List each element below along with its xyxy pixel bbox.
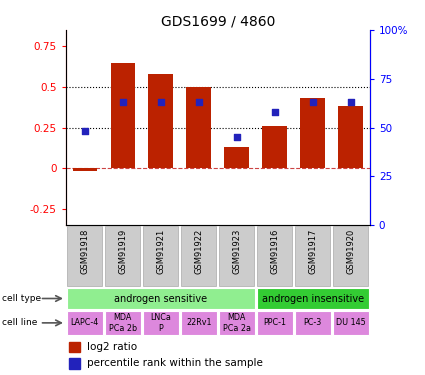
Bar xyxy=(263,126,287,168)
Bar xyxy=(218,311,255,334)
Bar xyxy=(224,147,249,168)
Text: androgen insensitive: androgen insensitive xyxy=(262,294,364,303)
Bar xyxy=(219,226,254,286)
Point xyxy=(119,99,126,105)
Bar xyxy=(332,311,369,334)
Bar xyxy=(300,98,325,168)
Bar xyxy=(295,226,330,286)
Text: GSM91919: GSM91919 xyxy=(118,229,127,274)
Text: GSM91922: GSM91922 xyxy=(194,229,203,274)
Text: MDA
PCa 2a: MDA PCa 2a xyxy=(223,313,251,333)
Bar xyxy=(148,74,173,168)
Bar xyxy=(67,311,103,334)
Bar xyxy=(143,311,179,334)
Bar xyxy=(69,342,79,352)
Bar xyxy=(181,311,217,334)
Text: cell line: cell line xyxy=(2,318,37,327)
Bar xyxy=(110,63,135,168)
Text: PPC-1: PPC-1 xyxy=(264,318,286,327)
Bar xyxy=(73,168,97,171)
Point xyxy=(347,99,354,105)
Bar xyxy=(181,226,216,286)
Text: GSM91920: GSM91920 xyxy=(346,229,355,274)
Bar xyxy=(105,226,140,286)
Text: MDA
PCa 2b: MDA PCa 2b xyxy=(109,313,137,333)
Text: GSM91917: GSM91917 xyxy=(308,229,317,274)
Bar xyxy=(143,226,178,286)
Bar xyxy=(333,226,368,286)
Title: GDS1699 / 4860: GDS1699 / 4860 xyxy=(161,15,275,29)
Text: 22Rv1: 22Rv1 xyxy=(186,318,212,327)
Text: percentile rank within the sample: percentile rank within the sample xyxy=(87,358,263,369)
Bar xyxy=(257,226,292,286)
Text: LAPC-4: LAPC-4 xyxy=(71,318,99,327)
Point xyxy=(272,109,278,115)
Point xyxy=(233,134,240,140)
Bar xyxy=(257,311,293,334)
Text: DU 145: DU 145 xyxy=(336,318,366,327)
Bar xyxy=(105,311,141,334)
Point xyxy=(196,99,202,105)
Bar xyxy=(69,358,79,369)
Text: GSM91923: GSM91923 xyxy=(232,229,241,274)
Text: LNCa
P: LNCa P xyxy=(150,313,171,333)
Point xyxy=(157,99,164,105)
Text: GSM91921: GSM91921 xyxy=(156,229,165,274)
Text: log2 ratio: log2 ratio xyxy=(87,342,137,352)
Bar xyxy=(187,87,211,168)
Bar xyxy=(257,288,369,309)
Text: androgen sensitive: androgen sensitive xyxy=(114,294,207,303)
Bar xyxy=(67,288,255,309)
Bar xyxy=(68,226,102,286)
Bar xyxy=(338,106,363,168)
Text: cell type: cell type xyxy=(2,294,41,303)
Text: GSM91916: GSM91916 xyxy=(270,229,279,274)
Point xyxy=(309,99,316,105)
Bar xyxy=(295,311,331,334)
Text: GSM91918: GSM91918 xyxy=(80,229,89,274)
Point xyxy=(82,128,88,134)
Text: PC-3: PC-3 xyxy=(303,318,322,327)
